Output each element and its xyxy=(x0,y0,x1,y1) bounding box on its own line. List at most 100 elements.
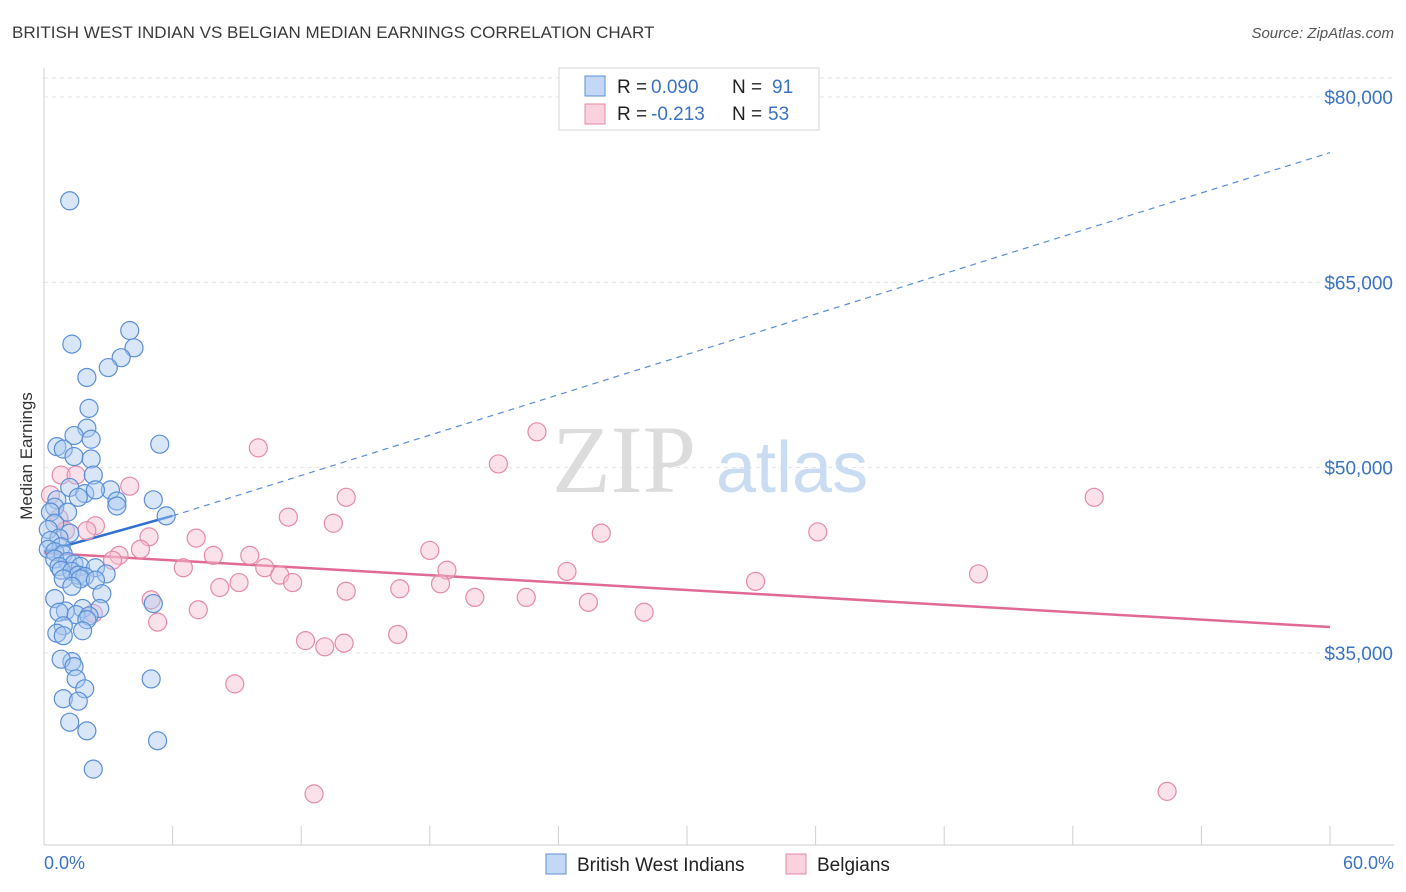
x-tick-label-min: 0.0% xyxy=(44,853,85,873)
stats-legend: R = 0.090 N = 91 R = -0.213 N = 53 xyxy=(558,67,820,131)
belgians-point xyxy=(390,579,410,599)
british-west-indians-point xyxy=(62,334,82,354)
belgians-point xyxy=(465,587,485,608)
belgians-point xyxy=(516,587,536,608)
grid-lines xyxy=(44,77,1394,654)
belgians-point xyxy=(40,485,61,505)
belgians-point xyxy=(304,784,324,804)
british-west-indians-point xyxy=(85,480,106,500)
british-west-indians-point xyxy=(120,320,140,341)
legend-n-label-blue: N = xyxy=(732,77,762,98)
y-tick-label: $50,000 xyxy=(1324,459,1393,480)
belgians-point xyxy=(147,612,168,632)
belgians-point xyxy=(188,600,208,620)
british-west-indians-point xyxy=(83,465,103,485)
series-legend: British West Indians Belgians xyxy=(545,853,890,876)
belgians-point xyxy=(1084,487,1104,507)
belgians-point xyxy=(240,545,260,565)
legend-r-label-blue: R = xyxy=(617,77,647,98)
trend-line-pink xyxy=(43,551,1331,629)
belgians-point xyxy=(203,545,223,565)
british-west-indians-point xyxy=(98,357,118,378)
trend-lines xyxy=(43,152,1331,629)
belgians-point xyxy=(210,577,230,598)
british-west-indians-point xyxy=(64,656,84,677)
belgians-points xyxy=(40,422,1177,804)
belgians-point xyxy=(120,476,140,496)
british-west-indians-point xyxy=(147,731,168,751)
british-west-indians-point xyxy=(57,502,78,522)
series-legend-swatch-pink xyxy=(785,853,807,875)
british-west-indians-point xyxy=(64,446,84,467)
british-west-indians-point xyxy=(90,598,110,619)
british-west-indians-point xyxy=(150,434,170,454)
british-west-indians-point xyxy=(53,439,73,459)
x-tick-label-max: 60.0% xyxy=(1343,853,1394,873)
belgians-point xyxy=(315,637,335,657)
watermark-zip: ZIP xyxy=(552,406,696,513)
series-legend-swatch-blue xyxy=(545,853,567,875)
british-west-indians-point xyxy=(75,679,95,699)
y-axis-label: Median Earnings xyxy=(17,392,36,520)
belgians-point xyxy=(283,572,303,593)
british-west-indians-point xyxy=(55,601,76,621)
belgians-point xyxy=(420,540,440,561)
legend-r-value-blue: 0.090 xyxy=(651,77,699,98)
belgians-point xyxy=(323,513,343,533)
belgians-point xyxy=(808,522,828,542)
british-west-indians-point xyxy=(107,496,127,516)
british-west-indians-point xyxy=(62,576,82,596)
belgians-point xyxy=(745,571,766,591)
belgians-point xyxy=(430,574,451,594)
belgians-point xyxy=(186,528,206,548)
belgians-point xyxy=(968,564,989,584)
belgians-point xyxy=(109,545,129,565)
british-west-indians-point xyxy=(107,491,127,511)
belgians-point xyxy=(488,454,508,474)
belgians-point xyxy=(278,507,298,527)
british-west-indians-point xyxy=(141,669,161,689)
british-west-indians-point xyxy=(156,506,176,526)
british-west-indians-point xyxy=(53,616,73,636)
british-west-indians-point xyxy=(79,398,99,418)
belgians-point xyxy=(77,521,97,541)
legend-r-label-pink: R = xyxy=(617,104,647,125)
legend-swatch-blue xyxy=(584,75,606,97)
british-west-indians-point xyxy=(77,610,97,630)
british-west-indians-point xyxy=(60,523,80,543)
chart-source: Source: ZipAtlas.com xyxy=(1251,25,1394,42)
legend-swatch-pink xyxy=(584,103,606,125)
british-west-indians-point xyxy=(124,338,144,358)
legend-n-value-pink: 53 xyxy=(768,104,789,125)
british-west-indians-point xyxy=(68,487,88,507)
chart-title: BRITISH WEST INDIAN VS BELGIAN MEDIAN EA… xyxy=(12,23,654,42)
belgians-point xyxy=(66,465,86,485)
british-west-indians-point xyxy=(81,449,101,469)
british-west-indians-point xyxy=(143,593,163,614)
british-west-indians-point xyxy=(68,691,88,711)
belgians-point xyxy=(388,624,408,645)
british-west-indians-point xyxy=(77,367,97,388)
y-axis-tick-labels: $35,000 $50,000 $65,000 $80,000 xyxy=(1324,88,1393,665)
y-tick-label: $65,000 xyxy=(1324,273,1393,294)
legend-r-value-pink: -0.213 xyxy=(651,104,705,125)
belgians-point xyxy=(336,581,356,601)
belgians-point xyxy=(173,558,193,578)
belgians-point xyxy=(591,523,611,543)
legend-n-value-blue: 91 xyxy=(772,77,793,98)
british-west-indians-point xyxy=(77,721,97,741)
belgians-point xyxy=(334,633,354,653)
y-tick-label: $35,000 xyxy=(1324,644,1393,665)
british-west-indians-point xyxy=(143,490,163,510)
british-west-indians-point xyxy=(96,564,116,584)
watermark-atlas: atlas xyxy=(716,428,868,508)
belgians-point xyxy=(1157,781,1177,801)
belgians-point xyxy=(336,487,356,507)
watermark: ZIP atlas xyxy=(552,406,868,513)
legend-n-label-pink: N = xyxy=(732,104,762,125)
y-tick-label: $80,000 xyxy=(1324,88,1393,109)
belgians-point xyxy=(229,572,249,593)
british-west-indians-point xyxy=(81,429,101,449)
trend-line-blue-dashed xyxy=(172,152,1331,517)
x-axis-ticks xyxy=(43,826,1331,845)
